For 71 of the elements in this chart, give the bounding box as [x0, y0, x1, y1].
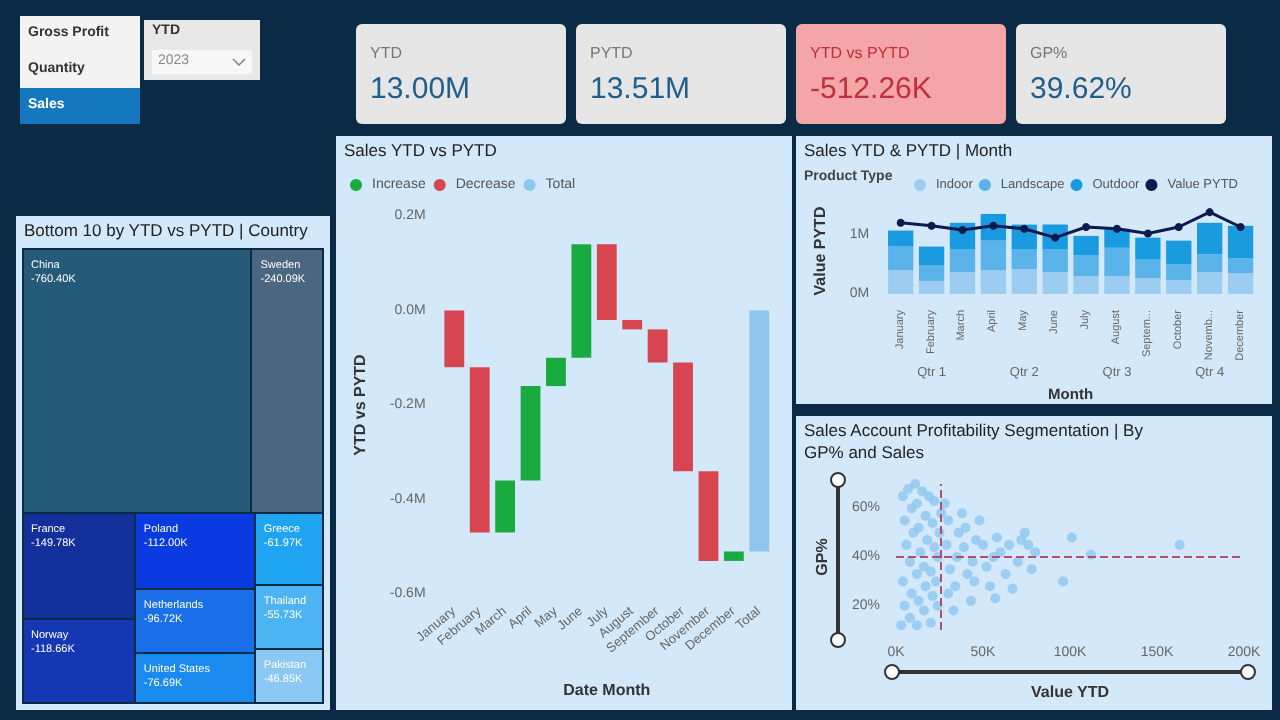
bar [1135, 277, 1161, 294]
bar [1011, 269, 1037, 294]
bar [918, 246, 945, 266]
chart-title: Sales YTD & PYTD | Month [804, 140, 1015, 162]
bar [888, 230, 914, 247]
bar [1073, 255, 1099, 277]
bar [1196, 222, 1223, 255]
text: Bottom 10 by YTD vs PYTD | Country [24, 220, 310, 242]
bar [571, 244, 592, 358]
point [1112, 224, 1121, 233]
text: 13.00M [370, 72, 471, 106]
category-label: YTD [370, 44, 402, 62]
point [927, 221, 936, 230]
bar [1042, 272, 1068, 294]
x-axis-title: Date Month [563, 681, 651, 699]
point [896, 218, 905, 227]
bar [1104, 276, 1130, 294]
point [1082, 222, 1091, 231]
bar [949, 249, 976, 273]
bar [918, 265, 945, 281]
bar [1227, 273, 1254, 294]
point [958, 225, 967, 234]
chart-title: Sales YTD vs PYTD [344, 140, 499, 162]
bar [673, 362, 693, 472]
category-label: YTD vs PYTD [810, 44, 910, 62]
bar [698, 471, 719, 561]
bar [520, 386, 541, 481]
y-axis-title: YTD vs PYTD [351, 353, 369, 456]
bar [444, 310, 465, 368]
bar [949, 272, 976, 294]
bar [723, 551, 744, 561]
bar [1166, 240, 1192, 265]
point [1143, 229, 1152, 238]
y-axis-title: Value PYTD [811, 206, 829, 296]
category-label: PYTD [590, 44, 633, 62]
bar [622, 319, 643, 330]
bar [918, 280, 945, 294]
bar [1104, 247, 1130, 277]
bar [469, 367, 490, 533]
bar [1135, 259, 1161, 278]
bar [1196, 254, 1223, 273]
bar [1227, 225, 1254, 259]
bar [1011, 249, 1037, 270]
point [1020, 224, 1029, 233]
point [1174, 222, 1183, 231]
bar [888, 246, 914, 271]
text: -512.26K [810, 72, 932, 106]
chart-title: Sales Account Profitability Segmentation | By GP% and Sales [804, 420, 1145, 464]
y-axis-title: GP% [813, 538, 832, 576]
text: 39.62% [1030, 72, 1132, 106]
bar [1073, 235, 1099, 256]
text: 13.51M [590, 72, 691, 106]
bar [980, 240, 1007, 271]
point [1236, 222, 1245, 231]
bar [888, 270, 914, 294]
point [1205, 208, 1214, 217]
bar [1227, 258, 1254, 274]
bar [546, 357, 566, 387]
bar [1073, 276, 1099, 294]
x-axis-title: Value YTD [1031, 683, 1110, 701]
bar [1042, 249, 1068, 273]
category-label: GP% [1030, 44, 1068, 62]
bar [1166, 264, 1192, 281]
bar [980, 270, 1007, 294]
bar [495, 480, 516, 533]
bar [749, 310, 770, 552]
bar [647, 329, 668, 363]
bar [1135, 237, 1161, 260]
bar [596, 244, 617, 320]
bar [1166, 280, 1192, 294]
bar [1196, 272, 1223, 294]
